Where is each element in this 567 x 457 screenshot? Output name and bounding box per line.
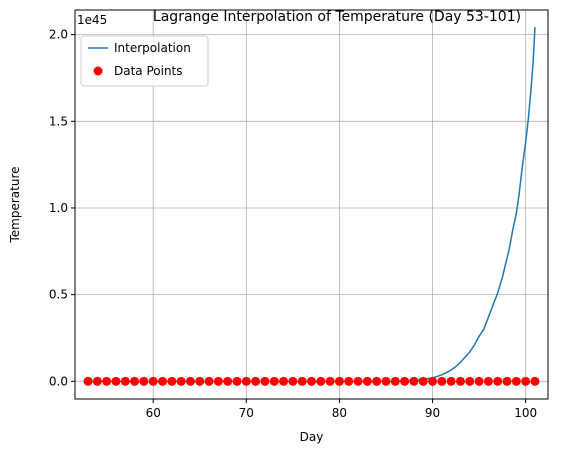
- y-tick-label: 2.0: [49, 28, 68, 42]
- data-point: [269, 376, 279, 386]
- data-point: [390, 376, 400, 386]
- data-point: [362, 376, 372, 386]
- data-point: [279, 376, 289, 386]
- legend-label-interpolation: Interpolation: [114, 41, 191, 55]
- y-tick-label: 1.5: [49, 114, 68, 128]
- data-point: [409, 376, 419, 386]
- y-tick-label: 0.5: [49, 288, 68, 302]
- data-point: [139, 376, 149, 386]
- data-point: [325, 376, 335, 386]
- data-point: [176, 376, 186, 386]
- data-point: [437, 376, 447, 386]
- data-point: [158, 376, 168, 386]
- data-point: [400, 376, 410, 386]
- data-point: [92, 376, 102, 386]
- data-point: [483, 376, 493, 386]
- x-tick-label: 90: [425, 406, 440, 420]
- plot-frame: [74, 9, 549, 400]
- legend-label-data-points: Data Points: [114, 64, 183, 78]
- data-point: [316, 376, 326, 386]
- data-point: [307, 376, 316, 386]
- data-point: [521, 376, 531, 386]
- data-point: [260, 376, 270, 386]
- x-tick-label: 70: [239, 406, 254, 420]
- data-point: [465, 376, 475, 386]
- data-point: [120, 376, 130, 386]
- data-point: [83, 376, 93, 386]
- data-point: [130, 376, 140, 386]
- data-point: [251, 376, 261, 386]
- data-point: [232, 376, 242, 386]
- x-tick-label: 80: [332, 406, 347, 420]
- data-point: [111, 376, 121, 386]
- data-point: [428, 376, 438, 386]
- legend-point-swatch: [93, 66, 103, 76]
- data-point: [102, 376, 112, 386]
- data-point: [446, 376, 456, 386]
- data-point: [511, 376, 521, 386]
- plot-data: [83, 26, 540, 386]
- x-tick-label: 100: [514, 406, 537, 420]
- data-point: [372, 376, 382, 386]
- axis-ticks: 60 70 80 90 100 0.0 0.5 1.0 1.5 2.0: [49, 28, 537, 420]
- data-point: [185, 376, 195, 386]
- data-point: [204, 376, 214, 386]
- legend-box: [80, 35, 209, 87]
- data-point: [288, 376, 298, 386]
- data-point: [502, 376, 512, 386]
- x-axis-label: Day: [300, 430, 324, 444]
- data-point: [148, 376, 158, 386]
- legend: Interpolation Data Points: [80, 35, 209, 87]
- data-point: [297, 376, 307, 386]
- data-point: [167, 376, 177, 386]
- y-offset-label: 1e45: [77, 13, 107, 27]
- data-point: [474, 376, 484, 386]
- data-point: [241, 376, 251, 386]
- y-tick-label: 1.0: [49, 201, 68, 215]
- data-point: [344, 376, 354, 386]
- y-tick-label: 0.0: [49, 374, 68, 388]
- data-point: [381, 376, 391, 386]
- data-point: [223, 376, 233, 386]
- data-point: [418, 376, 428, 386]
- x-tick-label: 60: [146, 406, 161, 420]
- data-point: [195, 376, 205, 386]
- data-point: [530, 376, 540, 386]
- y-axis-label: Temperature: [8, 166, 22, 243]
- chart-title: Lagrange Interpolation of Temperature (D…: [153, 9, 521, 25]
- data-point: [493, 376, 503, 386]
- data-point: [353, 376, 363, 386]
- data-point: [334, 376, 344, 386]
- data-point: [213, 376, 223, 386]
- data-point: [455, 376, 465, 386]
